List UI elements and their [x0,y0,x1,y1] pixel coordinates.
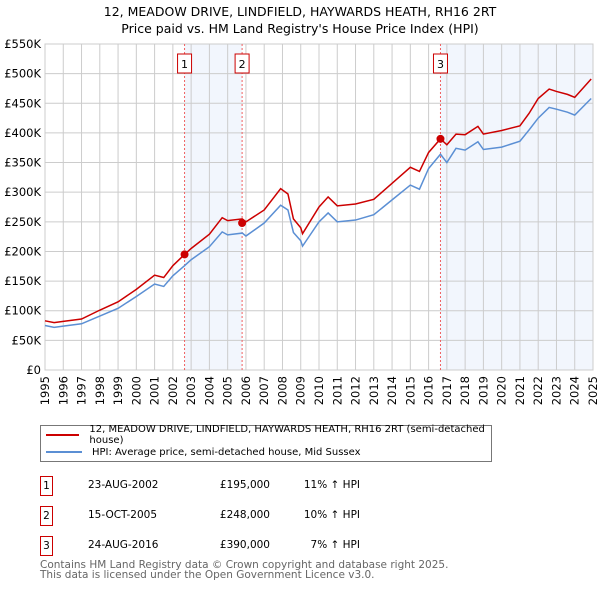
legend: 12, MEADOW DRIVE, LINDFIELD, HAYWARDS HE… [40,424,492,462]
x-tick-label: 2024 [568,376,582,405]
x-tick-label: 2007 [257,376,271,405]
x-tick-label: 1998 [93,376,107,405]
sale-marker-box [234,53,250,74]
sale-marker-number: 1 [181,58,188,71]
chart-subtitle: Price paid vs. HM Land Registry's House … [121,21,479,36]
footer-line: Contains HM Land Registry data © Crown c… [40,559,449,571]
x-tick-label: 2015 [403,376,417,405]
sale-price: £195,000 [219,479,270,491]
x-tick-label: 2003 [184,376,198,405]
sale-number: 3 [40,536,53,556]
sale-date: 23-AUG-2002 [88,479,159,491]
sale-hpi-diff: 11% ↑ HPI [303,479,360,491]
x-tick-label: 2011 [330,376,344,405]
sale-hpi-diff: 10% ↑ HPI [303,509,360,521]
y-tick-label: £550K [4,37,41,51]
x-tick-label: 2018 [458,376,472,405]
x-tick-label: 2019 [476,376,490,405]
sale-price: £390,000 [219,539,270,551]
y-tick-label: £200K [4,244,41,258]
chart-title: 12, MEADOW DRIVE, LINDFIELD, HAYWARDS HE… [103,4,497,19]
y-tick-label: £300K [4,185,41,199]
x-tick-label: 2014 [385,376,399,405]
y-tick-label: £400K [4,126,41,140]
sale-point [238,219,247,228]
x-tick-label: 2020 [495,376,509,405]
x-tick-label: 2017 [440,376,454,405]
x-tick-label: 2013 [367,376,381,405]
sale-price: £248,000 [219,509,270,521]
x-tick-label: 2008 [275,376,289,405]
sale-marker-box [177,53,193,74]
x-tick-label: 2012 [349,376,363,405]
y-tick-label: £450K [4,96,41,110]
sale-point [436,134,445,143]
property-price-line [44,78,592,324]
x-tick-label: 2005 [221,376,235,405]
legend-red-line [46,434,80,436]
x-tick-label: 2009 [294,376,308,405]
y-tick-label: £0 [26,363,41,377]
x-tick-label: 2000 [129,376,143,405]
y-tick-label: £100K [4,304,41,318]
x-tick-label: 2001 [148,376,162,405]
sale-date: 15-OCT-2005 [88,509,157,521]
x-tick-label: 1996 [56,376,70,405]
legend-label: 12, MEADOW DRIVE, LINDFIELD, HAYWARDS HE… [89,424,485,446]
x-tick-label: 2010 [312,376,326,405]
x-tick-label: 2025 [586,376,600,405]
legend-blue-line [46,451,82,453]
x-tick-label: 2022 [531,376,545,405]
legend-item-hpi: HPI: Average price, semi-detached house,… [41,444,361,460]
sale-point [180,250,189,259]
sale-date: 24-AUG-2016 [88,539,159,551]
x-tick-label: 2023 [549,376,563,405]
legend-label: HPI: Average price, semi-detached house,… [92,446,361,458]
x-tick-label: 2004 [202,376,216,405]
y-tick-label: £350K [4,156,41,170]
x-tick-label: 2006 [239,376,253,405]
x-tick-label: 1995 [38,376,52,405]
x-tick-label: 1999 [111,376,125,405]
sale-marker-number: 2 [239,58,246,71]
x-tick-label: 1997 [75,376,89,405]
y-tick-label: £150K [4,274,41,288]
plot-frame [44,43,594,371]
shaded-period [184,44,243,370]
sale-hpi-diff: 7% ↑ HPI [310,539,360,551]
sale-number: 1 [40,476,53,496]
y-tick-label: £50K [12,333,42,347]
x-tick-label: 2016 [422,376,436,405]
y-tick-label: £500K [4,67,41,81]
footer: Contains HM Land Registry data © Crown c… [40,559,449,581]
sale-number: 2 [40,506,53,526]
shaded-period [440,44,593,370]
hpi-line [44,98,592,329]
sale-marker-number: 3 [437,58,444,71]
sale-marker-box [432,53,448,74]
footer-line: This data is licensed under the Open Gov… [40,569,375,581]
x-tick-label: 2002 [166,376,180,405]
price-chart: £0 £50K £100K £150K £200K £250K £300K £350K £400… [4,37,600,405]
x-tick-label: 2021 [513,376,527,405]
y-tick-label: £250K [4,215,41,229]
legend-item-property: 12, MEADOW DRIVE, LINDFIELD, HAYWARDS HE… [41,424,491,446]
